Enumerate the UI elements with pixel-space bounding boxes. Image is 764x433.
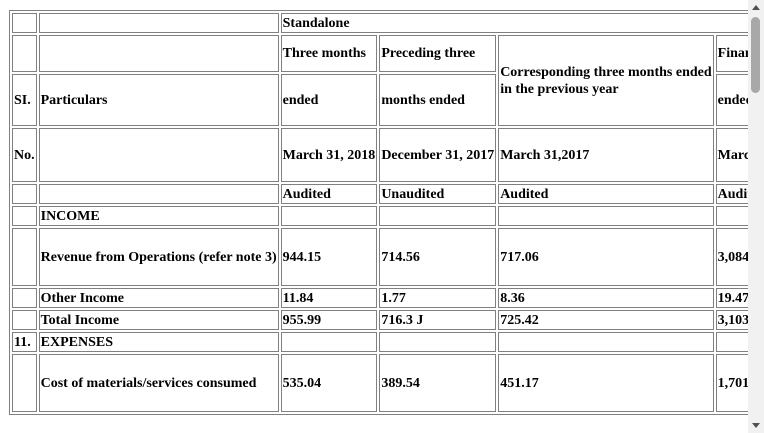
empty-cell — [498, 332, 714, 352]
row-label-total-income: Total Income — [38, 310, 279, 330]
cell-value: 716.3 J — [379, 310, 497, 330]
empty-cell — [12, 310, 37, 330]
scroll-down-button[interactable] — [748, 417, 764, 433]
empty-cell — [12, 228, 37, 286]
empty-cell — [38, 35, 279, 72]
page-viewport: Standalone Consolidated Three months Pre… — [9, 10, 748, 415]
arrow-down-icon — [752, 423, 760, 428]
empty-cell — [379, 332, 497, 352]
standalone-header: Standalone — [280, 13, 748, 33]
section-row-expenses: 11. EXPENSES — [12, 332, 748, 352]
col-corresponding-audit: Audited — [498, 184, 714, 204]
cell-value: 8.36 — [498, 288, 714, 308]
cell-value: 3,084.17 — [715, 228, 748, 286]
table-row-other-income: Other Income 11.84 1.77 8.36 19.47 18.57… — [12, 288, 748, 308]
empty-cell — [280, 206, 378, 226]
col-preceding-audit: Unaudited — [379, 184, 497, 204]
empty-cell — [12, 35, 37, 72]
col-preceding-header: Preceding three — [379, 35, 497, 72]
col-corresponding-line1: Corresponding three months ended — [500, 64, 712, 80]
cell-value: 451.17 — [498, 354, 714, 412]
col-preceding-ended: months ended — [379, 74, 497, 126]
row-number-expenses: 11. — [12, 332, 37, 352]
header-row-particulars: SI. Particulars ended months ended ended… — [12, 74, 748, 126]
col-preceding-date: December 31, 2017 — [379, 128, 497, 182]
col-corresponding-date: March 31,2017 — [498, 128, 714, 182]
cell-value: 714.56 — [379, 228, 497, 286]
empty-cell — [38, 184, 279, 204]
col-fy-header: Financial Year — [715, 35, 748, 72]
empty-cell — [12, 288, 37, 308]
header-row-period: Three months Preceding three Correspondi… — [12, 35, 748, 126]
scroll-thumb[interactable] — [751, 17, 760, 93]
scroll-up-button[interactable] — [748, 0, 764, 16]
section-row-income: INCOME — [12, 206, 748, 226]
cell-value: 535.04 — [280, 354, 378, 412]
row-label-cost-materials: Cost of materials/services consumed — [38, 354, 279, 412]
vertical-scrollbar[interactable] — [748, 0, 764, 433]
empty-cell — [715, 206, 748, 226]
empty-cell — [38, 128, 279, 182]
arrow-up-icon — [752, 5, 760, 10]
empty-cell — [280, 332, 378, 352]
cell-value: 955.99 — [280, 310, 378, 330]
empty-cell — [12, 354, 37, 412]
col-corresponding-line2: in the previous year — [500, 81, 619, 97]
section-label-income: INCOME — [38, 206, 279, 226]
cell-value: 1,701.77 — [715, 354, 748, 412]
col-three-months-date: March 31, 2018 — [280, 128, 378, 182]
header-row-dates: No. March 31, 2018 December 31, 2017 Mar… — [12, 128, 748, 182]
col-three-months-header: Three months — [280, 35, 378, 72]
cell-value: 3,103.64 — [715, 310, 748, 330]
section-label-expenses: EXPENSES — [38, 332, 279, 352]
row-label-other-income: Other Income — [38, 288, 279, 308]
cell-value: 944.15 — [280, 228, 378, 286]
col-fy-audit: Audited — [715, 184, 748, 204]
cell-value: 725.42 — [498, 310, 714, 330]
col-three-months-audit: Audited — [280, 184, 378, 204]
empty-cell — [715, 332, 748, 352]
empty-cell — [38, 13, 279, 33]
empty-cell — [12, 184, 37, 204]
sl-label: SI. — [12, 74, 37, 126]
table-row-cost-materials: Cost of materials/services consumed 535.… — [12, 354, 748, 412]
empty-cell — [379, 206, 497, 226]
row-label-revenue: Revenue from Operations (refer note 3) — [38, 228, 279, 286]
no-label: No. — [12, 128, 37, 182]
col-three-months-ended: ended — [280, 74, 378, 126]
cell-value: 11.84 — [280, 288, 378, 308]
empty-cell — [12, 13, 37, 33]
empty-cell — [12, 206, 37, 226]
col-fy-date: March 31,2018 — [715, 128, 748, 182]
empty-cell — [498, 206, 714, 226]
cell-value: 1.77 — [379, 288, 497, 308]
header-row-audit: Audited Unaudited Audited Audited Audite… — [12, 184, 748, 204]
cell-value: 19.47 — [715, 288, 748, 308]
cell-value: 389.54 — [379, 354, 497, 412]
table-row-total-income: Total Income 955.99 716.3 J 725.42 3,103… — [12, 310, 748, 330]
col-fy-ended: ended — [715, 74, 748, 126]
financial-results-table: Standalone Consolidated Three months Pre… — [9, 10, 748, 415]
cell-value: 717.06 — [498, 228, 714, 286]
table-row-revenue: Revenue from Operations (refer note 3) 9… — [12, 228, 748, 286]
col-corresponding-header: Corresponding three months ended in the … — [498, 35, 714, 126]
header-row-group: Standalone Consolidated — [12, 13, 748, 33]
particulars-label: Particulars — [38, 74, 279, 126]
